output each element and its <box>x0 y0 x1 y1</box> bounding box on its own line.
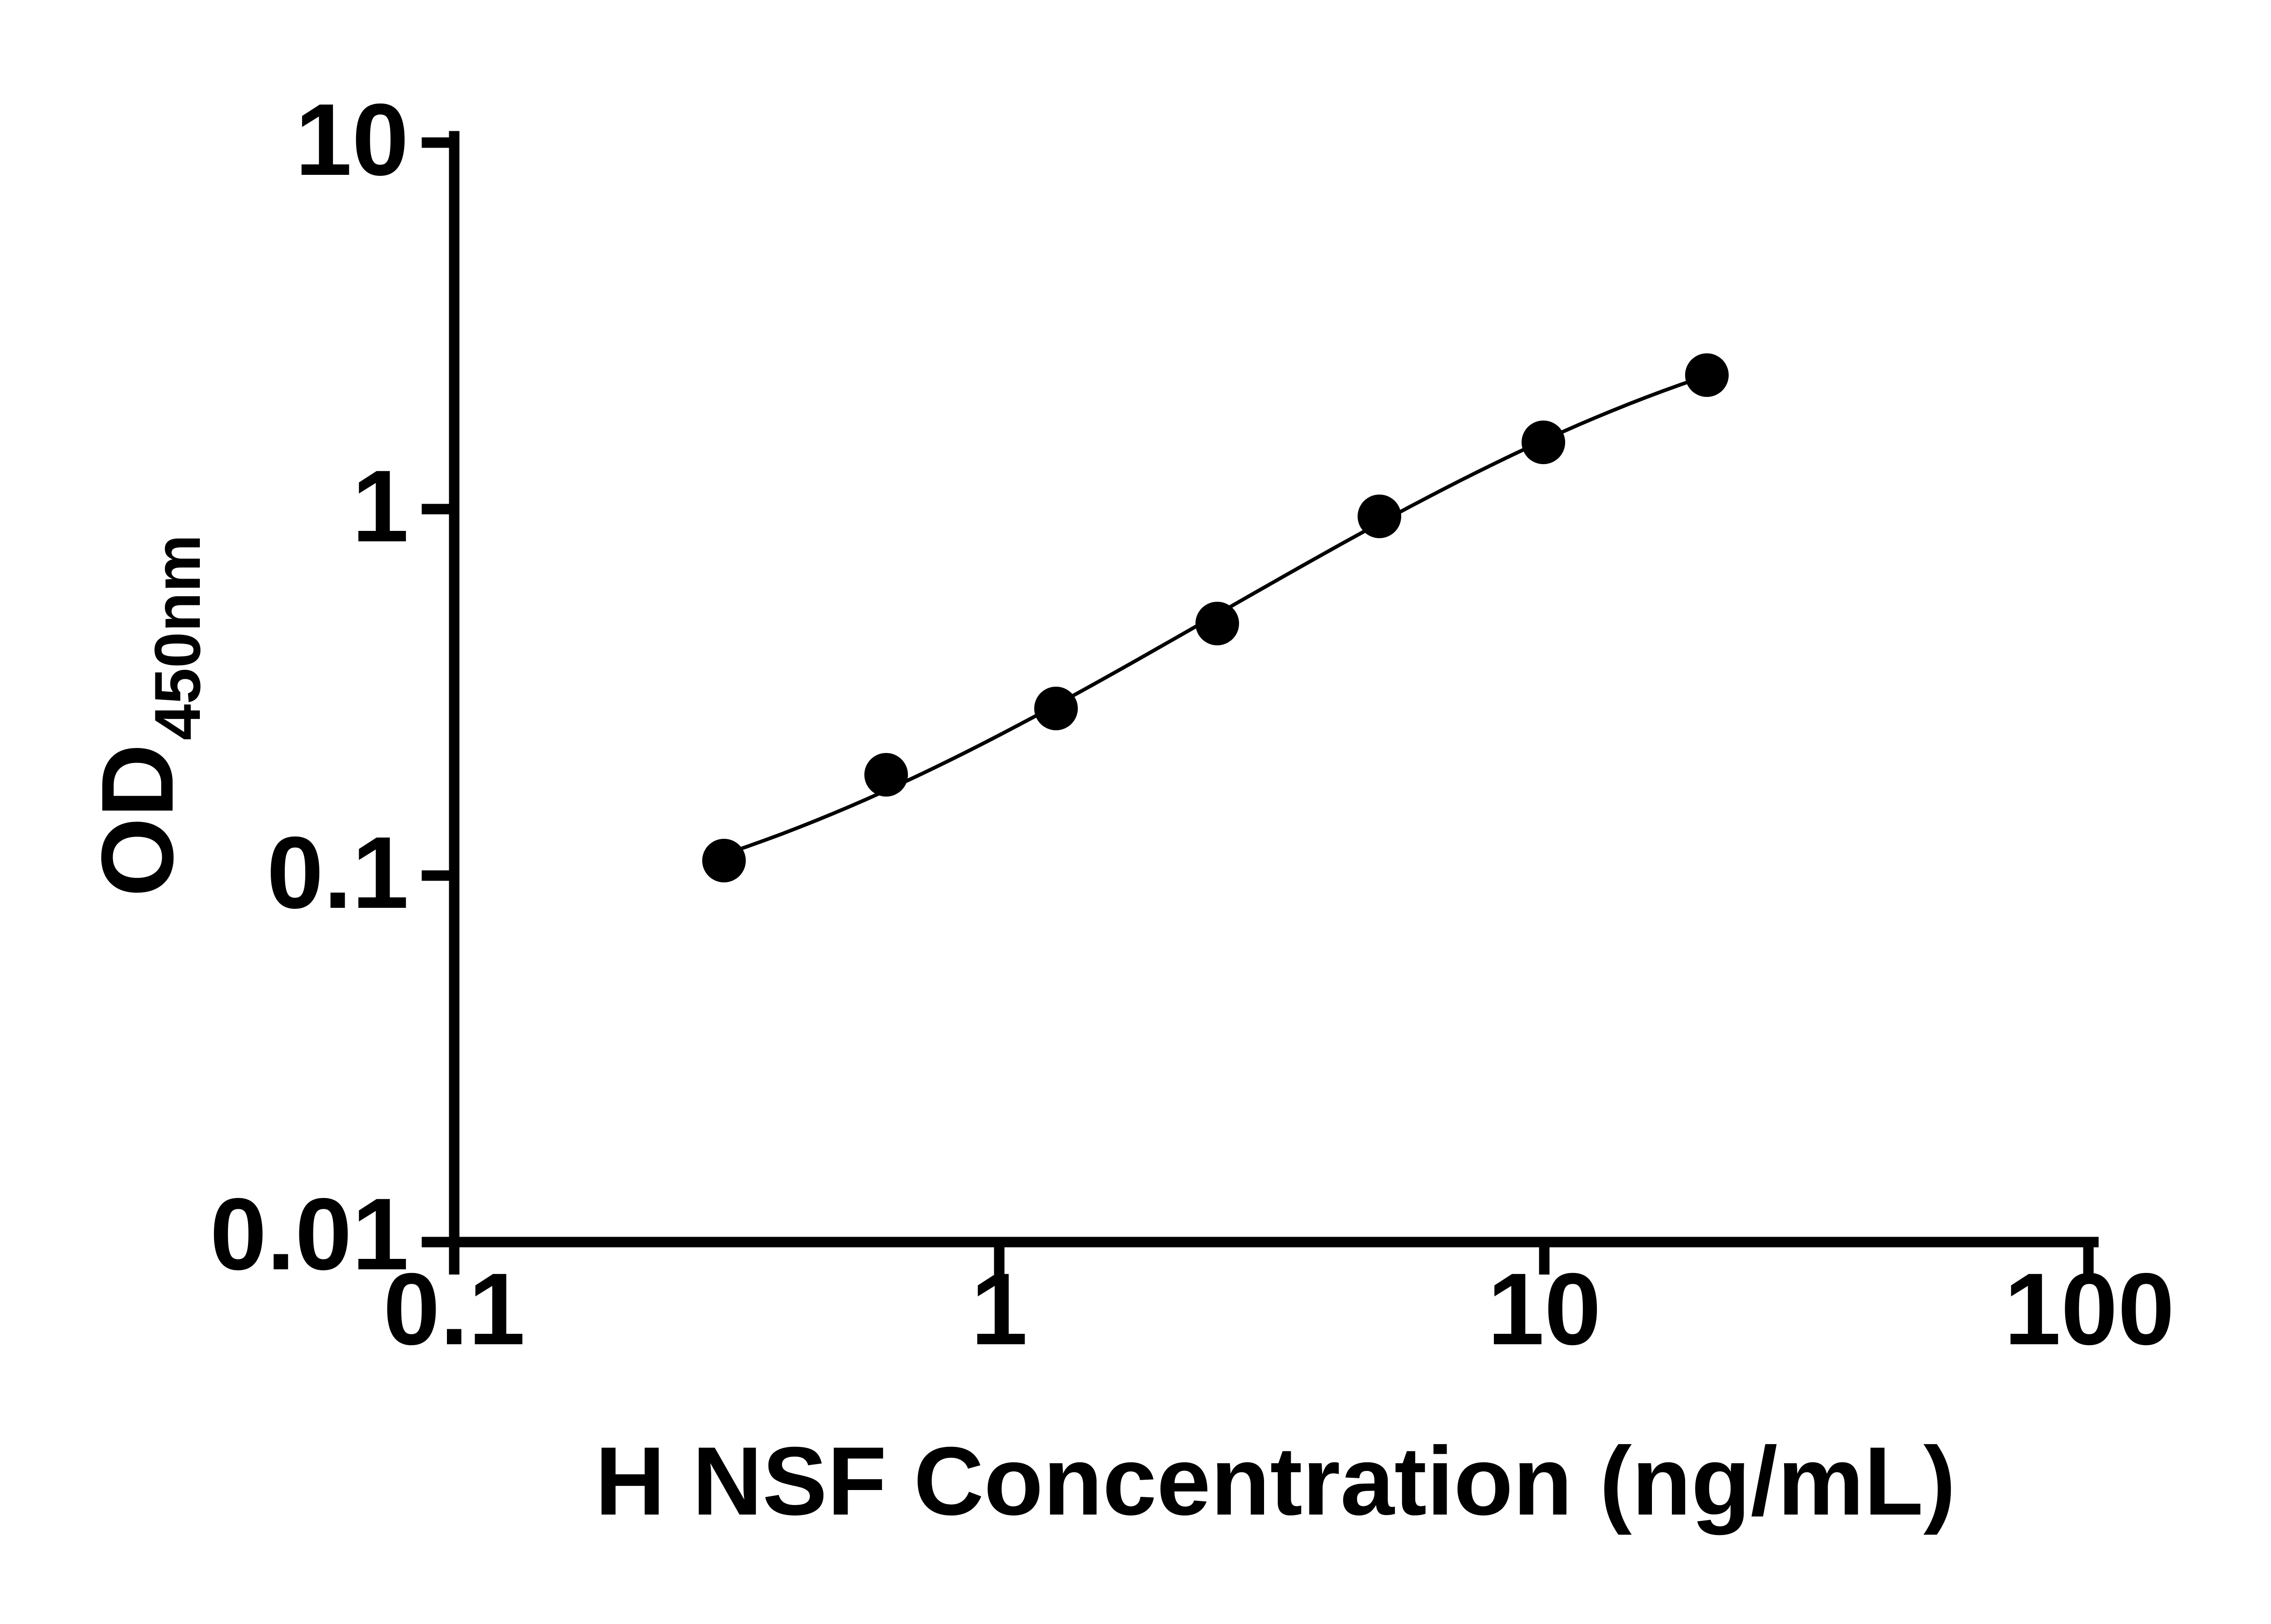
svg-text:100: 100 <box>2004 1252 2174 1366</box>
svg-text:1: 1 <box>352 449 409 563</box>
svg-text:10: 10 <box>295 82 409 197</box>
svg-text:OD: OD <box>80 744 194 897</box>
svg-text:1: 1 <box>971 1252 1027 1366</box>
svg-text:0.1: 0.1 <box>383 1252 526 1366</box>
svg-text:H NSF Concentration (ng/mL): H NSF Concentration (ng/mL) <box>595 1427 1956 1535</box>
svg-text:450nm: 450nm <box>142 535 214 740</box>
svg-text:10: 10 <box>1488 1252 1601 1366</box>
svg-text:0.1: 0.1 <box>267 815 409 930</box>
svg-text:0.01: 0.01 <box>210 1177 409 1291</box>
